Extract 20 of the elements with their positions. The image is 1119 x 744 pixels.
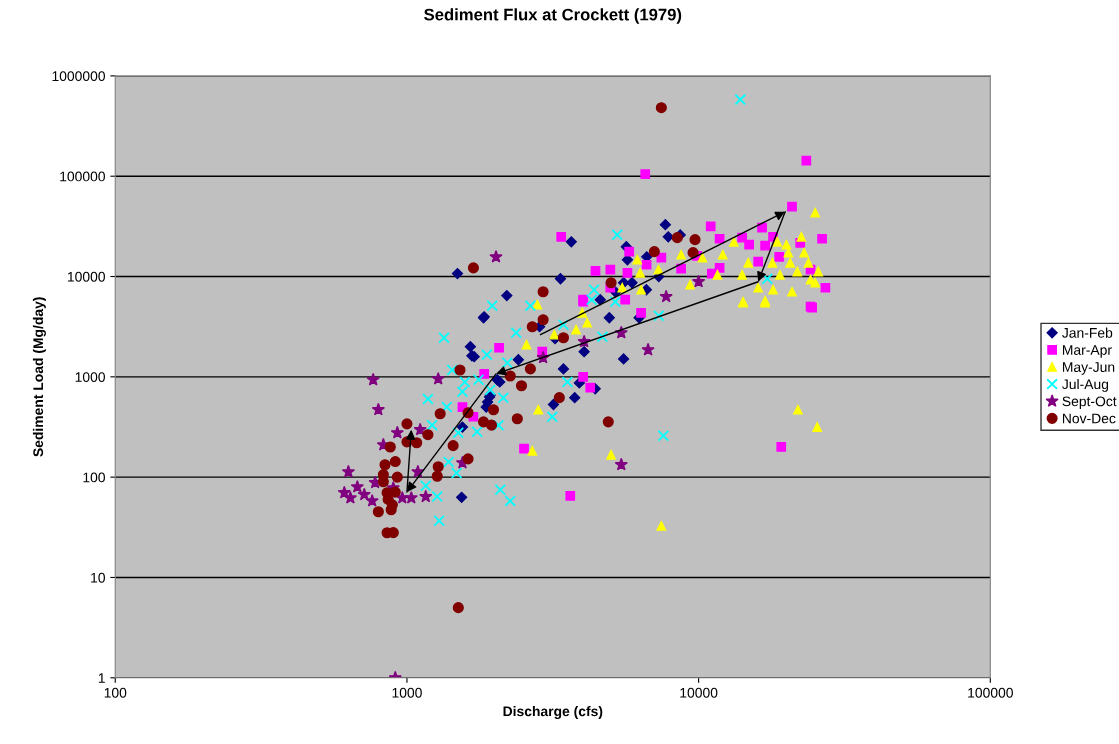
x-tick-label: 100000 [968, 687, 1013, 698]
legend-label: Sept-Oct [1062, 396, 1117, 409]
x-tick-label: 100 [104, 687, 127, 698]
x-tick-label: 1000 [392, 687, 422, 698]
y-tick-label: 1 [98, 673, 105, 683]
legend-label: Nov-Dec [1062, 413, 1116, 424]
x-axis-title: Discharge (cfs) [503, 706, 603, 720]
legend-label: May-Jun [1062, 362, 1115, 375]
y-tick-label: 100 [83, 472, 105, 483]
y-tick-label: 10000 [67, 271, 105, 282]
legend-label: Jan-Feb [1062, 327, 1113, 338]
legend-label: Mar-Apr [1062, 345, 1112, 358]
y-tick-label: 10 [91, 572, 105, 583]
chart-title: Sediment Flux at Crockett (1979) [424, 8, 682, 24]
y-tick-label: 1000 [75, 372, 105, 383]
y-tick-label: 100000 [60, 171, 105, 182]
legend-label: Jul-Aug [1062, 378, 1109, 392]
x-tick-label: 10000 [680, 687, 718, 698]
y-tick-label: 1000000 [52, 71, 105, 82]
y-axis-title: Sediment Load (Mg/day) [32, 297, 46, 457]
